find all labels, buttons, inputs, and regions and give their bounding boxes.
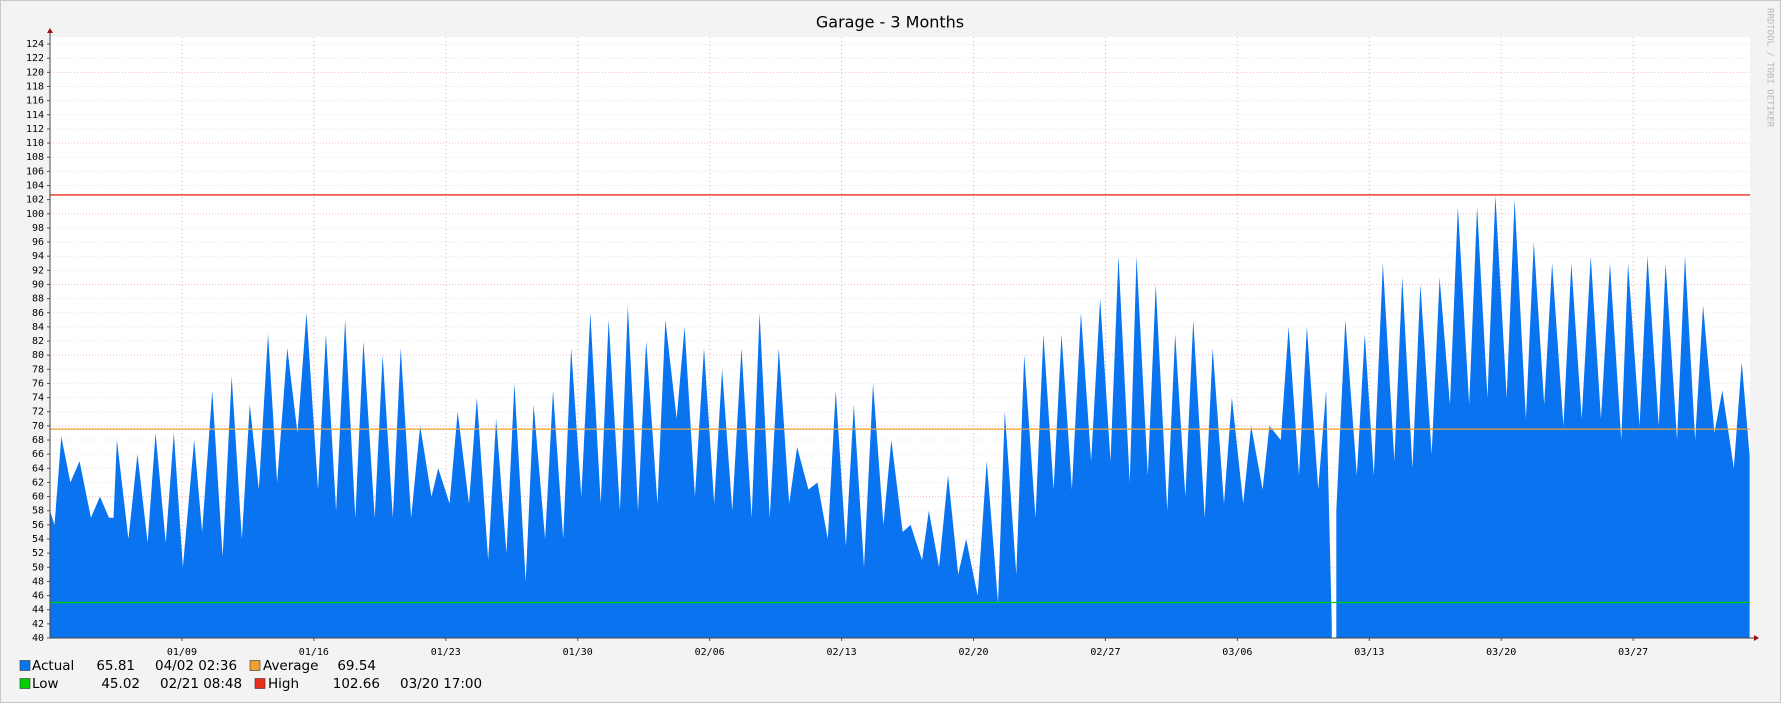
legend-value: 69.54 [337,658,376,674]
x-tick-label: 03/27 [1618,647,1648,658]
watermark: RRDTOOL / TOBI OETIKER [1765,8,1775,128]
x-tick-label: 03/20 [1486,647,1516,658]
y-tick-label: 124 [26,39,44,50]
y-tick-label: 82 [32,336,44,347]
y-tick-label: 120 [26,67,44,78]
y-tick-label: 86 [32,308,44,319]
y-tick-label: 58 [32,506,44,517]
y-tick-label: 116 [26,96,44,107]
legend-time: 02/21 08:48 [160,676,242,692]
y-tick-label: 104 [26,180,44,191]
y-tick-label: 74 [32,393,44,404]
legend-swatch [19,678,31,689]
legend-value: 65.81 [96,658,135,674]
y-tick-label: 80 [32,350,44,361]
y-tick-label: 108 [26,152,44,163]
legend-time: 04/02 02:36 [155,658,237,674]
y-tick-label: 66 [32,449,44,460]
y-tick-label: 92 [32,265,44,276]
y-tick-label: 62 [32,477,44,488]
y-tick-label: 40 [32,633,44,644]
legend-name: Actual [32,658,74,674]
y-tick-label: 78 [32,364,44,375]
x-tick-label: 01/09 [167,647,197,658]
x-tick-label: 02/27 [1090,647,1120,658]
x-axis-arrow [1754,635,1759,641]
legend-name: Low [32,676,59,692]
x-tick-label: 03/06 [1222,647,1252,658]
y-tick-label: 114 [26,110,44,121]
y-tick-label: 56 [32,520,44,531]
y-tick-label: 102 [26,195,44,206]
y-tick-label: 84 [32,322,44,333]
x-tick-label: 03/13 [1354,647,1384,658]
legend-swatch [249,660,261,671]
y-tick-label: 112 [26,124,44,135]
y-tick-label: 46 [32,591,44,602]
y-tick-label: 42 [32,619,44,630]
y-tick-label: 50 [32,562,44,573]
x-tick-label: 01/16 [299,647,329,658]
legend-name: High [268,676,299,692]
chart-title: Garage - 3 Months [816,13,964,32]
legend-value: 45.02 [101,676,140,692]
x-tick-label: 02/13 [827,647,857,658]
y-axis-arrow [47,28,53,33]
y-tick-label: 96 [32,237,44,248]
y-tick-label: 52 [32,548,44,559]
legend-name: Average [263,658,318,674]
y-tick-label: 100 [26,209,44,220]
y-tick-label: 94 [32,251,44,262]
y-tick-label: 88 [32,294,44,305]
legend-swatch [19,660,31,671]
x-tick-label: 02/06 [695,647,725,658]
y-tick-label: 118 [26,81,44,92]
y-tick-label: 68 [32,435,44,446]
x-tick-label: 01/30 [563,647,593,658]
y-tick-label: 54 [32,534,44,545]
y-tick-label: 90 [32,279,44,290]
y-tick-label: 44 [32,605,44,616]
y-tick-label: 60 [32,492,44,503]
area [50,195,1750,639]
x-tick-label: 02/20 [958,647,988,658]
legend-time: 03/20 17:00 [400,676,482,692]
y-tick-label: 48 [32,576,44,587]
y-tick-label: 76 [32,378,44,389]
legend-swatch [254,678,266,689]
y-tick-label: 64 [32,463,44,474]
x-tick-label: 01/23 [431,647,461,658]
y-tick-label: 70 [32,421,44,432]
y-tick-label: 106 [26,166,44,177]
y-tick-label: 72 [32,407,44,418]
y-tick-label: 110 [26,138,44,149]
y-tick-label: 98 [32,223,44,234]
legend-value: 102.66 [333,676,380,692]
y-tick-label: 122 [26,53,44,64]
